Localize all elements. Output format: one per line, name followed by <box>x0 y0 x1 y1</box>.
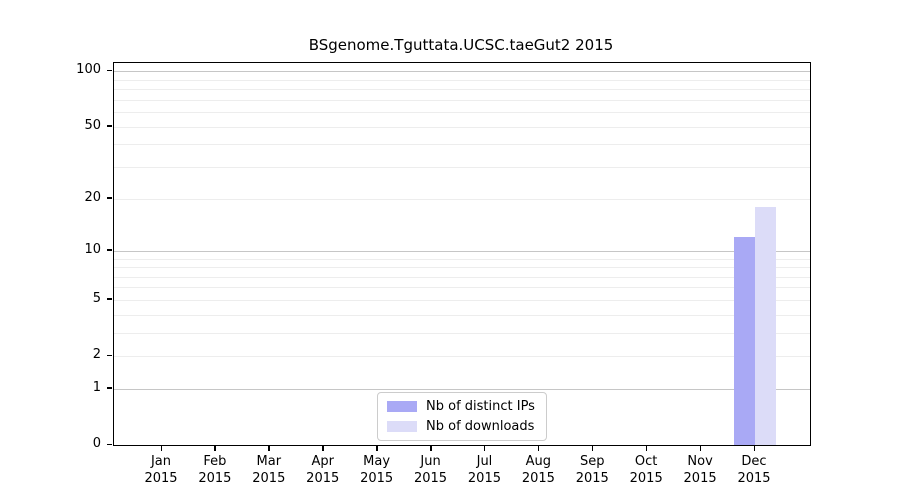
gridline-major <box>114 250 810 252</box>
gridline-minor <box>114 258 810 260</box>
gridline-minor <box>114 287 810 289</box>
x-tick-mark <box>214 445 216 451</box>
gridline-minor <box>114 99 810 101</box>
gridline-major <box>114 71 810 73</box>
y-tick-label: 2 <box>92 347 101 363</box>
x-tick-year: 2015 <box>144 471 178 486</box>
x-tick-mark <box>753 445 755 451</box>
bar-distinct-ips <box>734 237 755 445</box>
legend-label-downloads: Nb of downloads <box>426 419 535 434</box>
gridline-minor <box>114 79 810 81</box>
y-tick-label: 20 <box>84 189 101 205</box>
x-tick-year: 2015 <box>575 471 609 486</box>
legend-item-distinct-ips: Nb of distinct IPs <box>387 399 536 414</box>
x-tick-month: Sep <box>580 454 605 469</box>
y-tick-label: 0 <box>92 436 101 451</box>
legend-label-distinct-ips: Nb of distinct IPs <box>426 399 535 414</box>
x-tick-mark <box>699 445 702 451</box>
x-tick-month: Aug <box>525 454 552 469</box>
legend-swatch-downloads <box>387 421 417 432</box>
x-tick-month: Jul <box>476 454 493 469</box>
gridline-minor <box>114 267 810 269</box>
gridline-minor <box>114 126 810 128</box>
legend-item-downloads: Nb of downloads <box>387 419 536 434</box>
y-tick-mark <box>107 443 112 445</box>
x-tick-label: Feb 2015 <box>185 453 245 487</box>
x-tick-label: Apr 2015 <box>293 453 353 487</box>
x-tick-mark <box>376 445 378 451</box>
x-tick-mark <box>591 445 594 451</box>
y-tick-label: 50 <box>84 117 101 133</box>
bar-downloads <box>755 206 776 445</box>
gridline-minor <box>114 112 810 114</box>
x-tick-label: Jul 2015 <box>454 453 514 487</box>
x-tick-year: 2015 <box>360 471 394 486</box>
x-tick-year: 2015 <box>521 471 555 486</box>
y-tick-mark <box>107 298 112 300</box>
x-tick-label: Jan 2015 <box>131 453 191 487</box>
gridline-minor <box>114 314 810 316</box>
y-tick-mark <box>107 197 112 199</box>
x-tick-month: Feb <box>203 454 227 469</box>
y-tick-mark <box>107 354 112 357</box>
x-tick-label: May 2015 <box>347 453 407 487</box>
x-tick-month: Oct <box>634 454 658 469</box>
gridline-major <box>114 388 810 390</box>
x-tick-month: Nov <box>687 454 713 469</box>
x-tick-year: 2015 <box>413 471 448 486</box>
x-tick-month: Jun <box>420 454 441 469</box>
x-tick-year: 2015 <box>629 471 663 486</box>
x-tick-label: Sep 2015 <box>562 453 622 487</box>
chart-title: BSgenome.Tguttata.UCSC.taeGut2 2015 <box>308 36 614 54</box>
gridline-minor <box>114 144 810 146</box>
legend: Nb of distinct IPs Nb of downloads <box>377 392 547 441</box>
x-tick-year: 2015 <box>252 471 286 486</box>
gridline-minor <box>114 356 810 358</box>
x-tick-mark <box>483 445 486 451</box>
y-tick-mark <box>107 249 112 251</box>
gridline-minor <box>114 89 810 91</box>
y-tick-label: 5 <box>92 290 101 306</box>
x-tick-mark <box>160 445 162 451</box>
plot-area <box>113 62 811 446</box>
x-tick-year: 2015 <box>467 471 501 486</box>
x-tick-year: 2015 <box>198 471 232 486</box>
x-tick-label: Jun 2015 <box>401 453 461 487</box>
gridline-minor <box>114 276 810 278</box>
x-tick-mark <box>322 445 324 451</box>
gridline-minor <box>114 166 810 168</box>
x-tick-mark <box>430 445 432 451</box>
x-tick-month: Jan <box>150 454 172 469</box>
x-tick-label: Oct 2015 <box>616 453 676 487</box>
y-tick-mark <box>107 69 112 72</box>
x-tick-mark <box>268 445 270 451</box>
x-tick-month: Apr <box>311 454 334 469</box>
x-tick-mark <box>537 445 540 451</box>
x-tick-month: Dec <box>741 454 767 469</box>
gridline-minor <box>114 299 810 301</box>
x-tick-year: 2015 <box>306 471 340 486</box>
y-tick-label: 100 <box>76 62 101 78</box>
x-tick-label: Nov 2015 <box>670 453 730 487</box>
y-tick-mark <box>107 125 112 127</box>
gridline-minor <box>114 198 810 200</box>
x-tick-mark <box>645 445 648 451</box>
x-tick-label: Mar 2015 <box>239 453 299 487</box>
x-tick-month: Mar <box>256 454 282 469</box>
y-tick-mark <box>107 387 112 389</box>
x-tick-year: 2015 <box>737 471 771 486</box>
legend-swatch-distinct-ips <box>387 401 417 412</box>
x-tick-label: Dec 2015 <box>724 453 784 487</box>
gridline-minor <box>114 332 810 334</box>
y-tick-label: 1 <box>92 379 101 395</box>
x-tick-month: May <box>363 454 391 469</box>
y-tick-label: 10 <box>84 241 101 257</box>
x-tick-year: 2015 <box>683 471 717 486</box>
x-tick-label: Aug 2015 <box>508 453 568 487</box>
